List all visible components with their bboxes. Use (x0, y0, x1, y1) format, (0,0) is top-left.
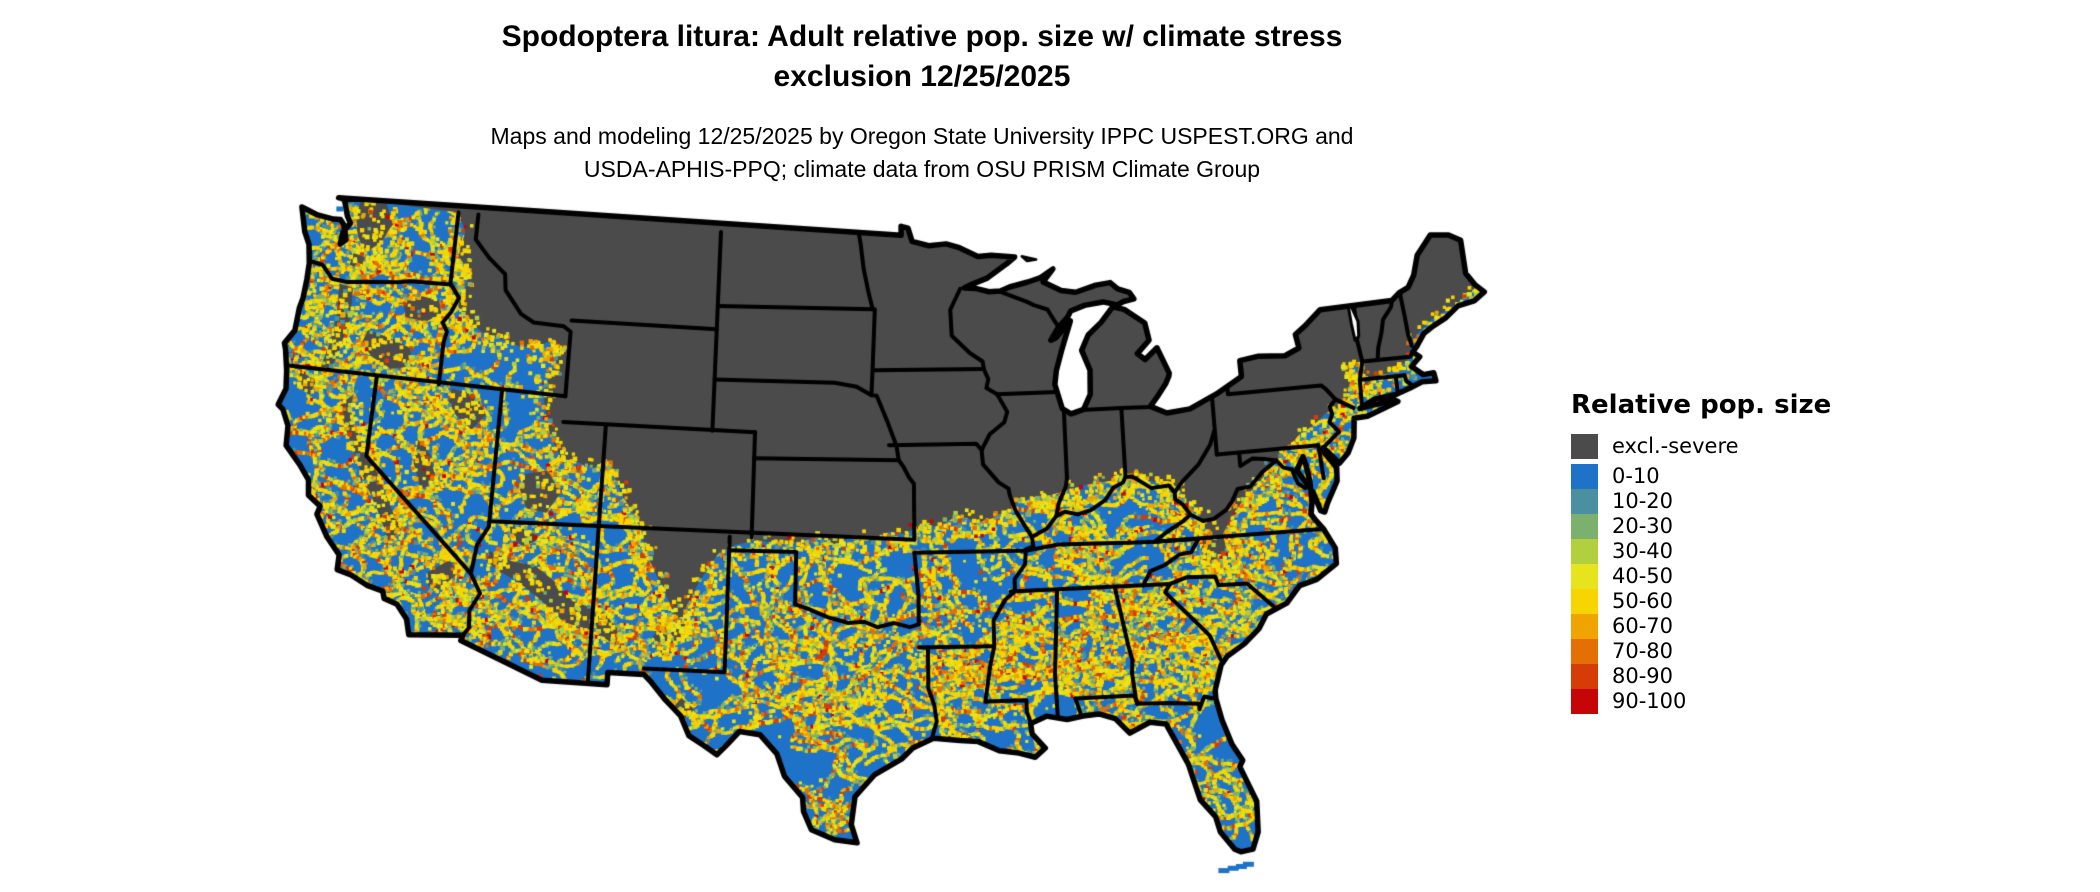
legend-label: 60-70 (1612, 614, 1674, 638)
legend-item: 80-90 (1571, 664, 1831, 689)
legend-item: 60-70 (1571, 614, 1831, 639)
legend-item: 30-40 (1571, 539, 1831, 564)
legend-label: 30-40 (1612, 539, 1674, 563)
legend-swatch (1571, 464, 1598, 489)
legend-label: 40-50 (1612, 564, 1674, 588)
legend-label: 10-20 (1612, 489, 1674, 513)
legend: Relative pop. size excl.-severe 0-10 10-20… (1571, 390, 1831, 714)
legend-item: 90-100 (1571, 689, 1831, 714)
legend-item: 20-30 (1571, 514, 1831, 539)
legend-item: 70-80 (1571, 639, 1831, 664)
legend-swatch (1571, 539, 1598, 564)
legend-swatch (1571, 489, 1598, 514)
legend-swatch (1571, 564, 1598, 589)
legend-label: 80-90 (1612, 664, 1674, 688)
legend-label: 70-80 (1612, 639, 1674, 663)
subtitle-line-1: Maps and modeling 12/25/2025 by Oregon S… (490, 123, 1354, 149)
legend-item: 10-20 (1571, 489, 1831, 514)
legend-label: 50-60 (1612, 589, 1674, 613)
page-subtitle: Maps and modeling 12/25/2025 by Oregon S… (491, 120, 1354, 186)
legend-label: 90-100 (1612, 689, 1687, 713)
legend-item: excl.-severe (1571, 434, 1831, 459)
legend-swatch (1571, 664, 1598, 689)
legend-swatch (1571, 689, 1598, 714)
legend-swatch (1571, 434, 1598, 459)
legend-items: excl.-severe 0-10 10-20 20-30 30-40 40-50 50-6… (1571, 434, 1831, 714)
title-line-1: Spodoptera litura: Adult relative pop. s… (501, 20, 1343, 53)
legend-label: 0-10 (1612, 464, 1660, 488)
legend-swatch (1571, 614, 1598, 639)
title-line-2: exclusion 12/25/2025 (773, 60, 1071, 93)
legend-item: 50-60 (1571, 589, 1831, 614)
legend-label: excl.-severe (1612, 434, 1739, 458)
legend-title: Relative pop. size (1571, 390, 1832, 420)
page-title: Spodoptera litura: Adult relative pop. s… (502, 17, 1343, 97)
legend-swatch (1571, 514, 1598, 539)
legend-label: 20-30 (1612, 514, 1674, 538)
subtitle-line-2: USDA-APHIS-PPQ; climate data from OSU PR… (583, 156, 1261, 182)
legend-swatch (1571, 639, 1598, 664)
legend-swatch (1571, 589, 1598, 614)
legend-item: 0-10 (1571, 464, 1831, 489)
legend-item: 40-50 (1571, 564, 1831, 589)
